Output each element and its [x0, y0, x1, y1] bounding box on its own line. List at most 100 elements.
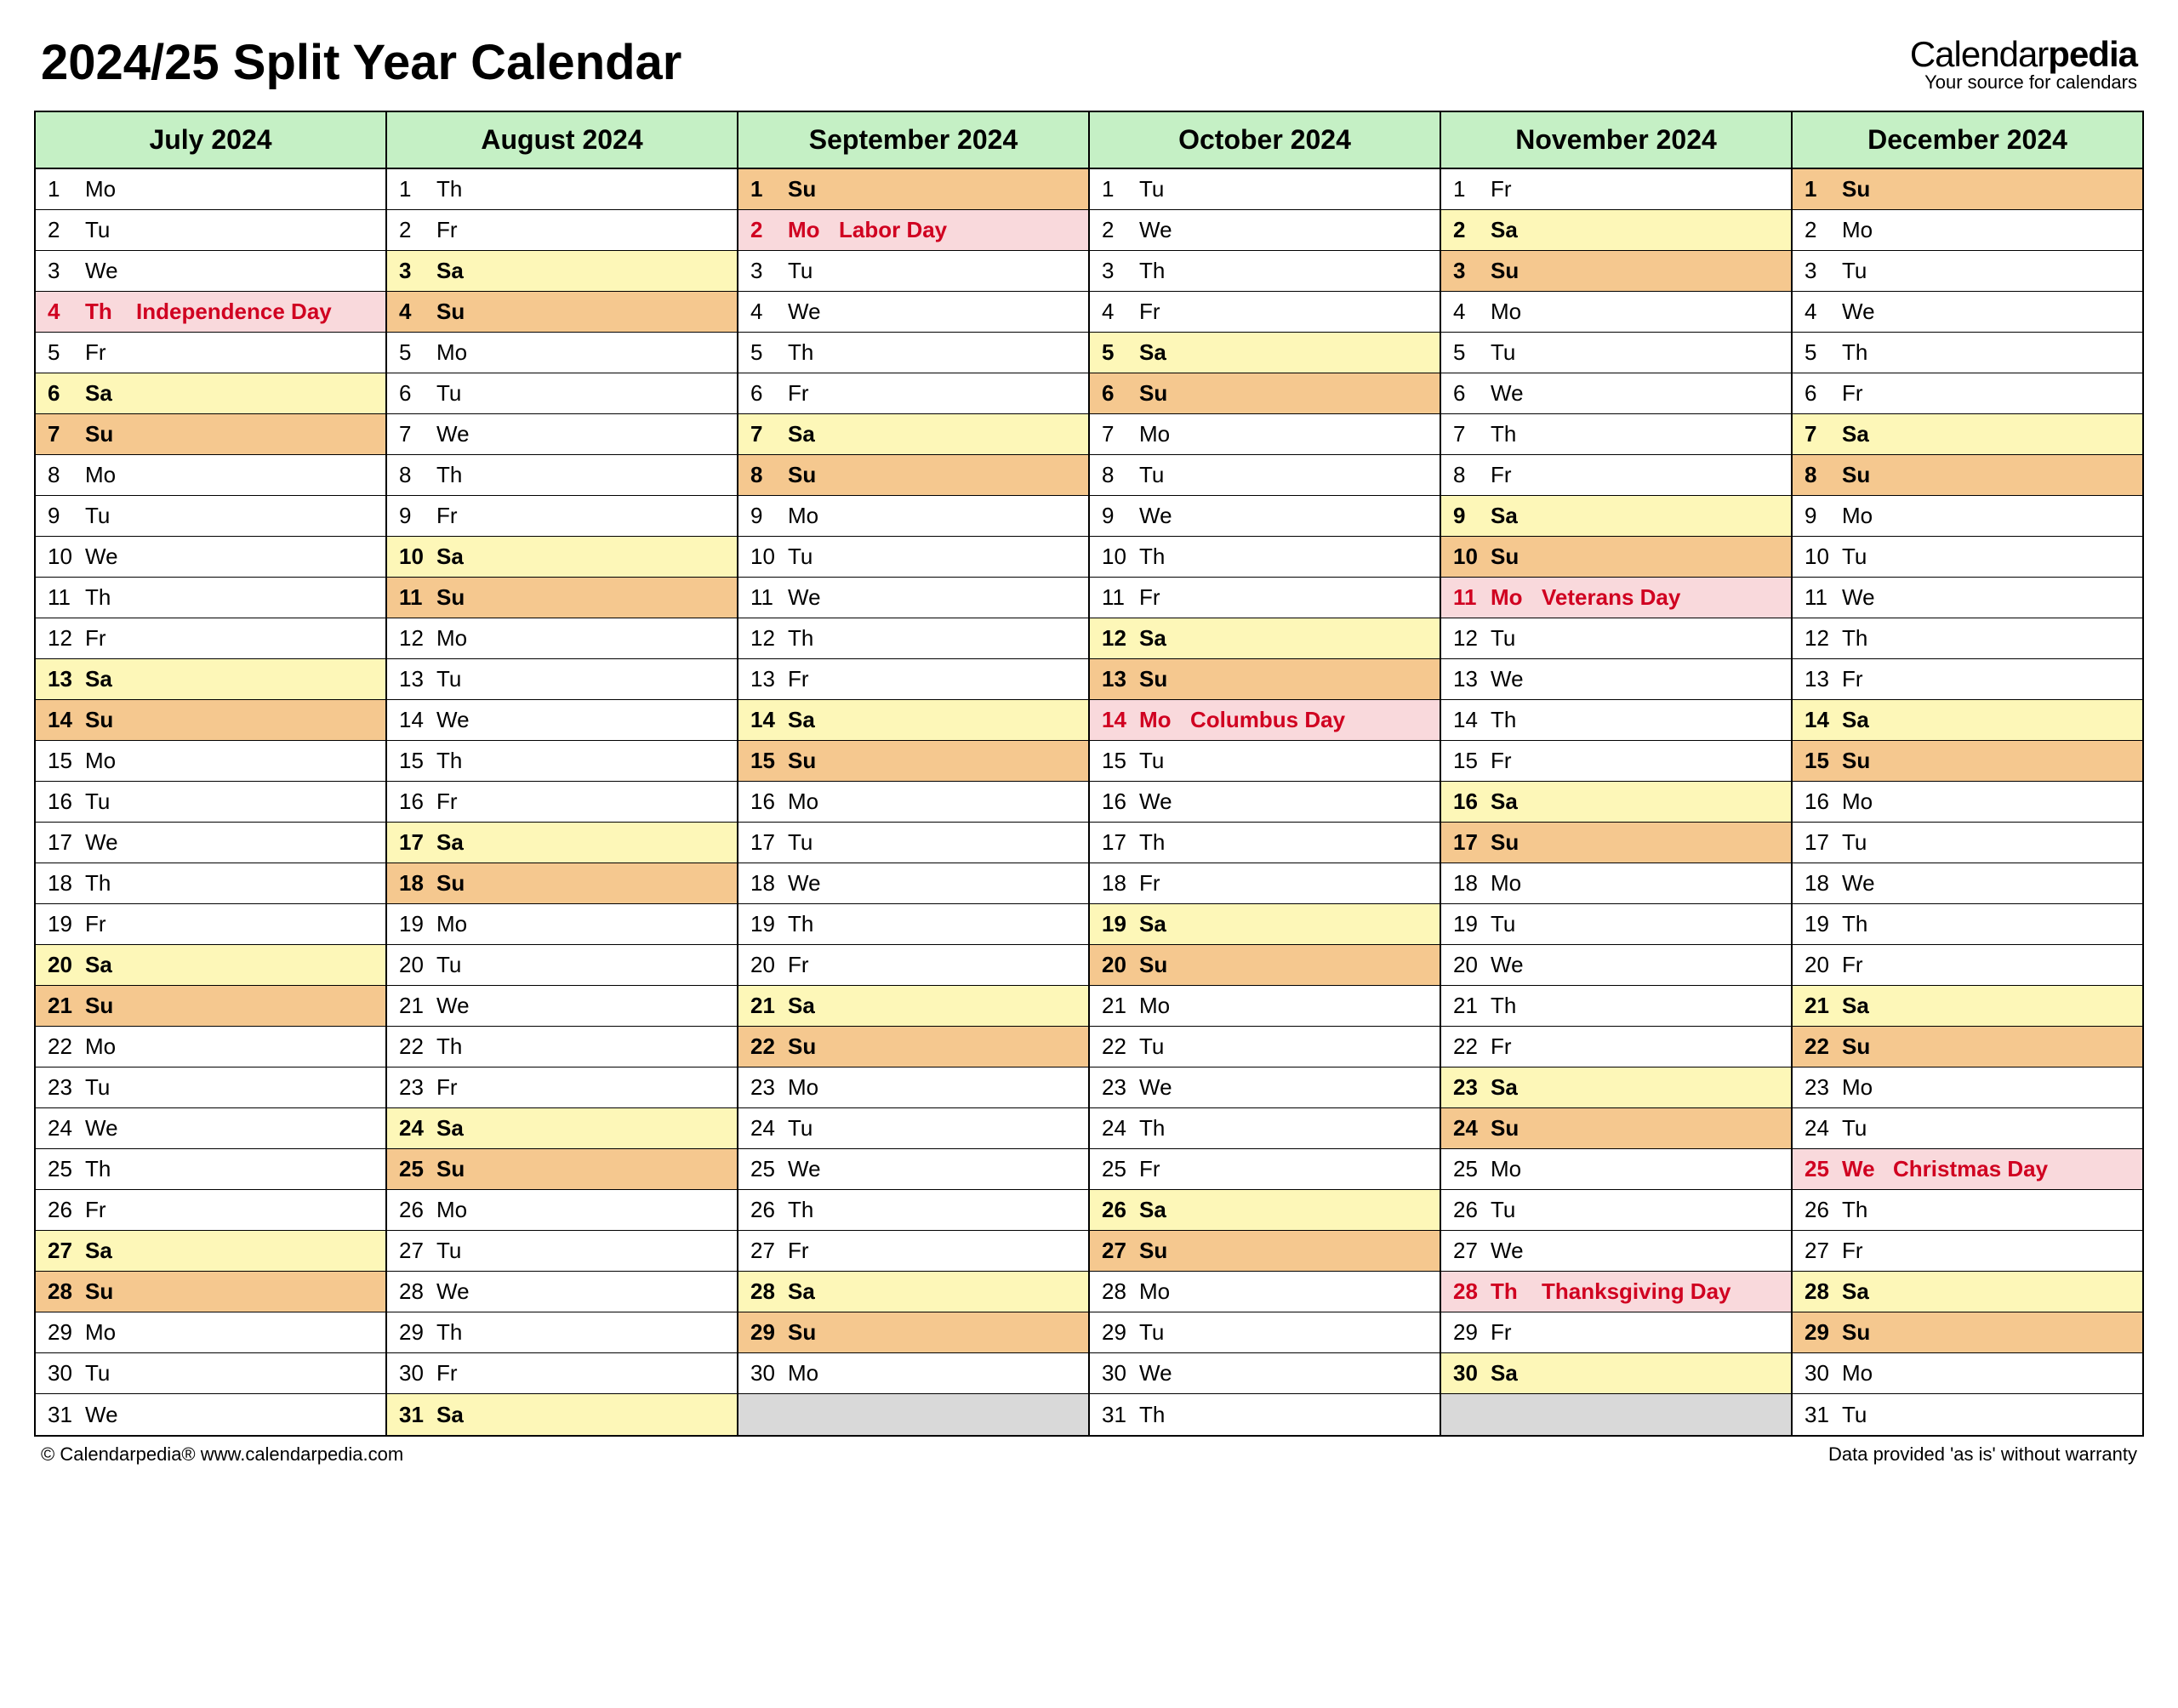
day-abbr: We: [1139, 1074, 1177, 1101]
day-row: 25WeChristmas Day: [1793, 1149, 2142, 1190]
brand-name-part2: pedia: [2048, 34, 2137, 74]
day-row: 2MoLabor Day: [738, 210, 1088, 251]
day-row: 13Fr: [1793, 659, 2142, 700]
day-row: 27We: [1441, 1231, 1791, 1272]
day-number: 20: [399, 952, 430, 978]
day-row: 29Th: [387, 1312, 737, 1353]
day-number: 15: [750, 748, 781, 774]
day-abbr: Fr: [1842, 1238, 1879, 1264]
day-abbr: Sa: [788, 993, 825, 1019]
day-abbr: Fr: [1139, 584, 1177, 611]
day-abbr: Tu: [788, 829, 825, 856]
day-number: 25: [1805, 1156, 1835, 1182]
day-abbr: Sa: [1842, 1278, 1879, 1305]
day-row: 18Mo: [1441, 863, 1791, 904]
day-number: 7: [1453, 421, 1484, 447]
day-number: 16: [1102, 789, 1132, 815]
day-abbr: Su: [1491, 1115, 1528, 1142]
day-number: 13: [1453, 666, 1484, 692]
day-abbr: Sa: [788, 707, 825, 733]
day-abbr: We: [1491, 952, 1528, 978]
day-row: 5Sa: [1090, 333, 1440, 373]
month-header: October 2024: [1090, 112, 1440, 169]
day-abbr: Su: [85, 421, 123, 447]
day-abbr: Su: [436, 584, 474, 611]
day-abbr: Tu: [85, 1074, 123, 1101]
day-number: 2: [48, 217, 78, 243]
day-number: 13: [48, 666, 78, 692]
day-row: 1Th: [387, 169, 737, 210]
day-number: 26: [399, 1197, 430, 1223]
day-row: 21 Mo: [1090, 986, 1440, 1027]
day-abbr: Sa: [1491, 217, 1528, 243]
day-abbr: Tu: [1139, 748, 1177, 774]
day-row: 4We: [1793, 292, 2142, 333]
day-abbr: Tu: [1491, 911, 1528, 937]
day-row: 16Fr: [387, 782, 737, 823]
day-row: 9Mo: [1793, 496, 2142, 537]
day-number: 12: [399, 625, 430, 652]
day-abbr: Tu: [85, 217, 123, 243]
day-number: 28: [1453, 1278, 1484, 1305]
day-number: 7: [1805, 421, 1835, 447]
day-row: 3Su: [1441, 251, 1791, 292]
day-row: 11Su: [387, 578, 737, 618]
day-number: 9: [399, 503, 430, 529]
day-abbr: Mo: [1842, 503, 1879, 529]
day-row: 21 Th: [1441, 986, 1791, 1027]
day-number: 4: [1453, 299, 1484, 325]
day-abbr: Su: [85, 993, 123, 1019]
month-header: August 2024: [387, 112, 737, 169]
day-row: 16Sa: [1441, 782, 1791, 823]
day-row: 30Mo: [738, 1353, 1088, 1394]
day-number: 21: [1102, 993, 1132, 1019]
month-column: July 20241Mo2Tu3We4ThIndependence Day5Fr…: [36, 112, 387, 1435]
day-row: 20Fr: [1793, 945, 2142, 986]
day-number: 23: [48, 1074, 78, 1101]
day-number: 10: [399, 544, 430, 570]
day-number: 9: [1453, 503, 1484, 529]
day-number: 5: [1805, 339, 1835, 366]
day-number: 29: [1102, 1319, 1132, 1346]
day-row: 25Mo: [1441, 1149, 1791, 1190]
day-row: 6Fr: [738, 373, 1088, 414]
day-row: 27Fr: [738, 1231, 1088, 1272]
brand-tagline: Your source for calendars: [1910, 71, 2137, 94]
day-abbr: Mo: [85, 462, 123, 488]
day-abbr: Tu: [1842, 1402, 1879, 1428]
day-number: 18: [1102, 870, 1132, 897]
day-abbr: Th: [1491, 1278, 1528, 1305]
day-number: 5: [1453, 339, 1484, 366]
day-row: 20Su: [1090, 945, 1440, 986]
day-abbr: Su: [1139, 1238, 1177, 1264]
day-number: 27: [1453, 1238, 1484, 1264]
day-number: 28: [750, 1278, 781, 1305]
day-row: 29Mo: [36, 1312, 385, 1353]
day-row: 11We: [1793, 578, 2142, 618]
day-number: 4: [48, 299, 78, 325]
day-abbr: Su: [1491, 829, 1528, 856]
day-number: 18: [48, 870, 78, 897]
brand-block: Calendarpedia Your source for calendars: [1910, 34, 2137, 94]
day-abbr: We: [788, 870, 825, 897]
day-abbr: Sa: [436, 1402, 474, 1428]
day-number: 31: [1102, 1402, 1132, 1428]
holiday-label: Columbus Day: [1190, 707, 1345, 733]
day-number: 21: [1453, 993, 1484, 1019]
day-abbr: Mo: [1139, 993, 1177, 1019]
day-row: 23Sa: [1441, 1068, 1791, 1108]
day-number: 3: [1453, 258, 1484, 284]
day-number: 10: [1102, 544, 1132, 570]
day-row: 26Mo: [387, 1190, 737, 1231]
day-abbr: Th: [1491, 993, 1528, 1019]
day-row: 14Su: [36, 700, 385, 741]
day-abbr: Fr: [436, 789, 474, 815]
day-abbr: Th: [85, 870, 123, 897]
day-number: 22: [48, 1033, 78, 1060]
day-number: 7: [1102, 421, 1132, 447]
day-number: 11: [1805, 584, 1835, 611]
day-row: 8Tu: [1090, 455, 1440, 496]
day-number: 11: [48, 584, 78, 611]
day-number: 19: [1102, 911, 1132, 937]
day-abbr: Fr: [1491, 1033, 1528, 1060]
